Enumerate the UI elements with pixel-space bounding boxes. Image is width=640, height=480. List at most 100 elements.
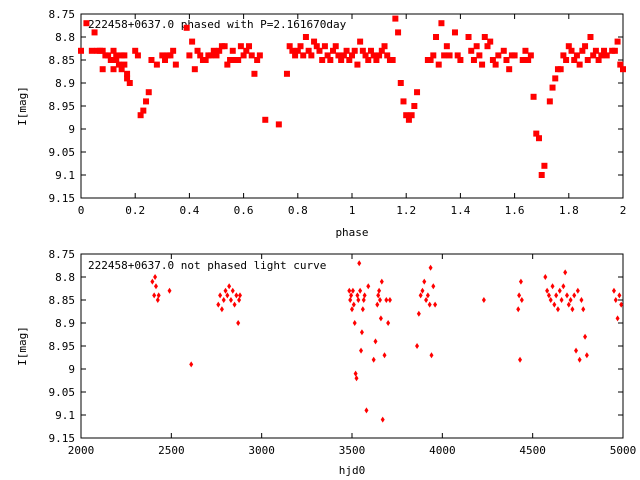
data-point — [574, 347, 579, 354]
data-point — [615, 315, 620, 322]
data-point — [441, 52, 448, 59]
data-point — [143, 98, 150, 105]
data-point — [330, 47, 337, 54]
data-point — [346, 57, 353, 63]
data-point — [479, 61, 486, 68]
data-point — [384, 297, 389, 303]
data-point — [78, 47, 84, 54]
y-tick-label: 9 — [68, 123, 75, 136]
data-point — [431, 283, 436, 290]
x-axis-label: phase — [335, 226, 368, 239]
data-point — [457, 57, 464, 63]
data-point — [611, 47, 618, 54]
data-point — [234, 292, 239, 299]
data-point — [218, 292, 223, 299]
data-point — [545, 287, 550, 294]
data-point — [470, 57, 477, 63]
data-point — [503, 57, 510, 63]
data-point — [221, 43, 228, 50]
x-tick-label: 0.6 — [234, 204, 254, 217]
data-point — [563, 269, 568, 276]
y-tick-label: 8.9 — [55, 77, 75, 90]
data-point — [167, 52, 174, 59]
data-point — [387, 297, 392, 303]
data-point — [246, 43, 253, 50]
data-point — [411, 103, 418, 109]
data-point — [550, 283, 555, 290]
data-point — [228, 297, 233, 303]
data-point — [500, 47, 507, 54]
data-point — [415, 343, 420, 349]
data-point — [561, 283, 566, 290]
data-point — [83, 20, 90, 27]
data-point — [375, 301, 380, 308]
data-point — [210, 47, 217, 54]
data-point — [573, 52, 580, 59]
data-point — [316, 47, 323, 54]
data-point — [121, 52, 128, 59]
data-point — [538, 172, 545, 178]
data-point — [262, 116, 269, 123]
data-point — [395, 29, 402, 36]
data-point — [349, 52, 355, 59]
data-point — [428, 264, 433, 271]
data-point — [560, 52, 567, 59]
data-point — [113, 52, 120, 59]
data-point — [313, 43, 320, 50]
data-point — [153, 283, 158, 290]
y-tick-label: 9.05 — [49, 386, 76, 399]
data-point — [584, 352, 589, 359]
data-point — [620, 66, 626, 73]
data-point — [378, 47, 385, 54]
data-point — [495, 52, 502, 59]
data-point — [155, 297, 160, 303]
x-tick-label: 0.8 — [288, 204, 308, 217]
data-point — [376, 292, 381, 299]
data-point — [392, 15, 399, 22]
data-point — [492, 61, 499, 68]
chart-title: 222458+0637.0 phased with P=2.161670day — [88, 18, 347, 31]
y-tick-label: 9 — [68, 363, 75, 376]
data-point — [183, 24, 190, 31]
data-point — [124, 70, 131, 77]
data-point — [465, 34, 472, 40]
data-point — [110, 66, 117, 73]
data-point — [577, 356, 582, 363]
data-point — [489, 57, 496, 63]
data-point — [351, 47, 358, 54]
data-point — [308, 52, 315, 59]
data-point — [324, 52, 331, 59]
data-point — [519, 57, 526, 63]
data-point — [414, 89, 421, 96]
x-tick-label: 2500 — [158, 444, 185, 457]
data-point — [221, 297, 226, 303]
data-point — [518, 278, 523, 285]
data-point — [352, 320, 357, 326]
x-tick-label: 1 — [349, 204, 356, 217]
data-point — [516, 306, 521, 313]
y-tick-label: 8.8 — [55, 271, 75, 284]
data-point — [454, 52, 461, 59]
data-point — [186, 52, 193, 59]
data-point — [473, 43, 480, 50]
data-points — [150, 260, 624, 423]
data-point — [400, 98, 407, 105]
axis-ticks: 0 0.2 0.4 0.6 0.8 1 1.2 1.4 1.6 1.8 2 8.75 8.8 8.85 8.… — [49, 8, 627, 217]
data-point — [603, 52, 610, 59]
y-tick-label: 8.8 — [55, 31, 75, 44]
data-point — [568, 47, 575, 54]
data-point — [552, 301, 557, 308]
data-point — [335, 52, 342, 59]
data-point — [357, 260, 362, 267]
data-point — [571, 57, 578, 63]
data-point — [557, 66, 564, 73]
data-point — [297, 43, 304, 50]
data-point — [350, 306, 354, 313]
y-tick-label: 8.95 — [49, 340, 76, 353]
y-tick-label: 8.75 — [49, 8, 76, 21]
data-point — [145, 89, 152, 96]
data-point — [321, 43, 328, 50]
data-point — [557, 287, 562, 294]
data-point — [359, 47, 366, 54]
